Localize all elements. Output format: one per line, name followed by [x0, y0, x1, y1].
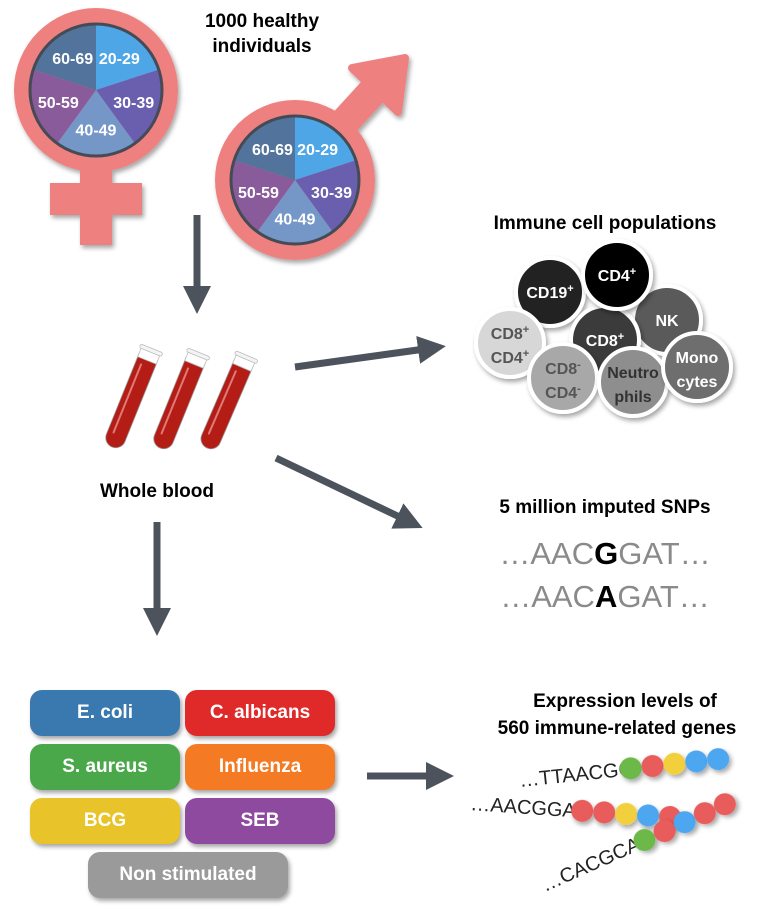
pie-label: 50-59 — [38, 95, 79, 112]
pie-label: 60-69 — [252, 142, 293, 159]
snp-seq-2: …AACAGAT… — [500, 579, 710, 614]
cell-neutrophils: Neutro phils — [597, 346, 669, 418]
expression-title-1: Expression levels of — [533, 691, 717, 712]
pie-border — [229, 114, 361, 246]
cell-cd8cd4: CD8- CD4- — [527, 342, 599, 414]
stimulus-influenza: Influenza — [185, 744, 335, 790]
pie-label: 60-69 — [52, 51, 93, 68]
title-line-2: individuals — [212, 36, 311, 57]
pie-label: 50-59 — [238, 185, 279, 202]
svg-text:Neutro: Neutro — [607, 365, 659, 382]
snp-seq-1: …AACGGAT… — [499, 536, 710, 571]
cell-cd19: CD19+ — [514, 256, 586, 328]
immune-title: Immune cell populations — [494, 213, 717, 234]
expression-title-2: 560 immune-related genes — [498, 718, 737, 739]
stimulus-e-coli: E. coli — [30, 690, 180, 736]
expression-bead — [633, 829, 656, 852]
stimulus-c-albicans: C. albicans — [185, 690, 335, 736]
svg-text:Mono: Mono — [676, 350, 719, 367]
expression-bead — [707, 748, 730, 771]
pie-slice-40-49 — [257, 180, 333, 244]
pie-label: 40-49 — [275, 211, 316, 228]
cell-cd4: CD4+ — [581, 239, 653, 311]
snp-allele-a: A — [595, 579, 617, 614]
expression-bead — [641, 755, 664, 778]
svg-text:CD8+: CD8+ — [491, 324, 529, 343]
pie-border — [28, 22, 164, 158]
pie-slice-20-29 — [96, 24, 159, 90]
expression-bead — [615, 802, 638, 825]
arrow-to-snps — [274, 454, 423, 529]
svg-text:phils: phils — [614, 389, 651, 406]
stimulus-non-stimulated: Non stimulated — [88, 852, 288, 898]
expression-bead — [673, 811, 696, 834]
cell-monocytes: Mono cytes — [661, 331, 733, 403]
svg-text:CD4+: CD4+ — [598, 266, 636, 285]
cell-cd8cd4: CD8+ CD4+ — [474, 307, 546, 379]
expression-bead — [637, 804, 660, 827]
snp-allele-g: G — [594, 536, 618, 571]
svg-text:CD4+: CD4+ — [491, 348, 529, 367]
svg-text:CD4-: CD4- — [545, 383, 581, 402]
expression-bead — [593, 801, 616, 824]
expression-bead — [619, 757, 642, 780]
pie-slice-60-69 — [234, 116, 295, 180]
blood-tube — [153, 348, 210, 450]
snp-sequences: …AACGGAT… …AACAGAT… — [499, 536, 710, 614]
gene-sequence: …AACGGAT — [470, 793, 588, 823]
expression-bead — [653, 820, 676, 843]
pie-label: 30-39 — [113, 95, 154, 112]
expression-bead — [663, 752, 686, 775]
expression-bead — [693, 802, 716, 825]
blood-tube — [200, 350, 258, 450]
pie-slice-30-39 — [96, 69, 162, 144]
gene-strand: …TTAACGG — [510, 748, 748, 792]
svg-text:cytes: cytes — [677, 374, 718, 391]
pie-label: 40-49 — [76, 123, 117, 140]
title-line-1: 1000 healthy — [205, 11, 319, 32]
pie-slice-50-59 — [231, 160, 295, 232]
pie-slice-40-49 — [57, 90, 135, 157]
svg-text:CD8-: CD8- — [545, 359, 581, 378]
stimulus-seb: SEB — [185, 798, 335, 844]
blood-tubes — [105, 344, 258, 450]
pie-label: 30-39 — [311, 185, 352, 202]
svg-text:CD19+: CD19+ — [526, 283, 573, 302]
expression-bead — [571, 799, 594, 822]
pie-label: 20-29 — [99, 51, 140, 68]
immune-cell-cluster: NK CD19+ CD8+ CD4+ CD8+ CD4+ CD8- CD4- Neutro phi… — [474, 239, 733, 418]
pie-slice-60-69 — [33, 24, 96, 90]
male-age-pie: 20-29 30-39 40-49 50-59 60-69 — [229, 114, 361, 246]
whole-blood-label: Whole blood — [100, 481, 214, 502]
snps-title: 5 million imputed SNPs — [499, 497, 710, 518]
gene-strands: …TTAACGG…AACGGAT…CACGCAA — [459, 748, 755, 900]
expression-bead — [713, 793, 736, 816]
stimulus-bcg: BCG — [30, 798, 180, 844]
blood-tube — [105, 344, 163, 449]
arrow-to-immune-cells — [294, 336, 446, 371]
pie-slice-30-39 — [295, 160, 359, 232]
pie-slice-20-29 — [295, 116, 356, 180]
stimulus-s-aureus: S. aureus — [30, 744, 180, 790]
svg-text:NK: NK — [655, 313, 679, 330]
female-age-pie: 20-29 30-39 40-49 50-59 60-69 — [28, 22, 164, 158]
pie-label: 20-29 — [297, 142, 338, 159]
svg-text:CD8+: CD8+ — [586, 331, 624, 350]
expression-bead — [685, 750, 708, 773]
gene-sequence: …TTAACGG — [518, 758, 635, 792]
pie-slice-50-59 — [30, 69, 96, 144]
